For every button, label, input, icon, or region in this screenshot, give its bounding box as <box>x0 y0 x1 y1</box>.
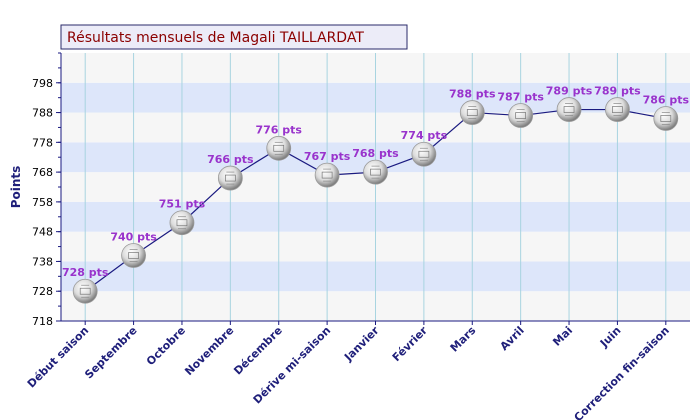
x-tick-label: Février <box>390 324 431 365</box>
data-label: 789 pts <box>594 85 641 98</box>
y-tick-label: 788 <box>32 107 53 120</box>
x-tick-label: Correction fin-saison <box>572 324 672 420</box>
y-tick-label: 798 <box>32 77 53 90</box>
ball-icon <box>653 106 679 131</box>
x-tick-label: Novembre <box>182 324 236 378</box>
ball-icon <box>411 141 437 167</box>
data-label: 789 pts <box>546 85 593 98</box>
ball-icon <box>314 162 340 188</box>
x-tick-label: Janvier <box>341 324 382 365</box>
data-label: 787 pts <box>497 91 544 104</box>
y-tick-label: 758 <box>32 196 53 209</box>
y-axis-title: Points <box>9 166 23 209</box>
ball-icon <box>121 243 146 268</box>
y-tick-label: 778 <box>32 136 53 149</box>
x-tick-label: Septembre <box>82 324 139 381</box>
data-label: 786 pts <box>643 94 690 107</box>
title-background <box>60 24 408 50</box>
ball-icon <box>459 100 485 125</box>
data-label: 728 pts <box>62 266 109 279</box>
x-tick-label: Décembre <box>231 324 285 378</box>
x-tick-label: Octobre <box>144 324 188 368</box>
data-labels: 728 pts 740 pts 751 pts 766 pts 776 pts 767 p… <box>62 85 690 280</box>
x-tick-label: Mars <box>448 324 479 355</box>
x-tick-label: Juin <box>597 324 624 351</box>
ball-icon <box>508 103 534 128</box>
y-tick-label: 748 <box>32 226 53 239</box>
x-tick-label: Avril <box>498 324 527 353</box>
y-tick-label: 768 <box>32 166 53 179</box>
data-label: 768 pts <box>352 147 399 160</box>
data-label: 776 pts <box>255 123 302 136</box>
x-tick-label: Mai <box>550 324 575 349</box>
y-tick-label: 718 <box>32 315 53 328</box>
data-label: 751 pts <box>159 198 206 211</box>
ball-icon <box>217 165 243 191</box>
ball-icon <box>72 278 98 304</box>
data-label: 766 pts <box>207 153 254 166</box>
title-box: Résultats mensuels de Magali TAILLARDAT <box>60 24 408 50</box>
ball-icon <box>363 159 388 185</box>
x-tick-label: Début saison <box>25 324 92 391</box>
ball-icon <box>266 135 292 161</box>
data-label: 774 pts <box>401 129 448 142</box>
y-tick-label: 738 <box>32 255 53 268</box>
ball-icon <box>605 97 630 122</box>
data-label: 740 pts <box>110 230 157 243</box>
data-markers <box>72 97 679 304</box>
data-label: 767 pts <box>304 150 351 163</box>
ball-icon <box>556 97 582 122</box>
y-ticks: 718 728 738 748 758 768 778 788 798 <box>32 52 61 328</box>
chart-title: Résultats mensuels de Magali TAILLARDAT <box>67 30 364 46</box>
y-tick-label: 728 <box>32 285 53 298</box>
ball-icon <box>169 210 195 236</box>
data-label: 788 pts <box>449 88 496 101</box>
